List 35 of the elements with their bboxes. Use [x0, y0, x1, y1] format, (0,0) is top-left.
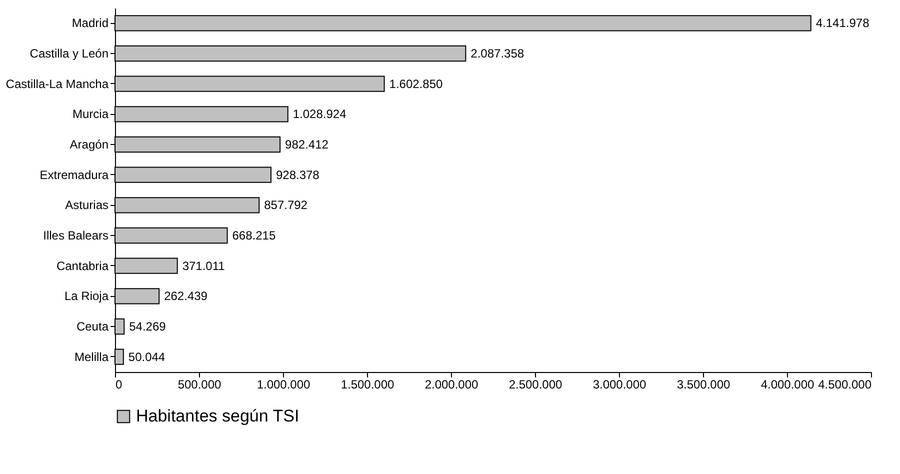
x-tick-label: 3.000.000: [592, 378, 647, 392]
data-label: 2.087.358: [470, 46, 524, 60]
y-tick-label: Castilla y León: [30, 46, 108, 60]
data-label: 371.011: [182, 258, 226, 273]
data-label: 50.044: [128, 350, 166, 364]
y-tick-label: La Rioja: [64, 289, 109, 304]
x-tick-label: 2.500.000: [508, 378, 563, 392]
y-tick-label: Illes Balears: [43, 228, 108, 242]
x-tick-label: 0: [116, 378, 122, 392]
data-label: 1.602.850: [389, 76, 443, 91]
data-label: 54.269: [129, 320, 166, 334]
y-tick-label: Castilla-La Mancha: [6, 76, 109, 91]
x-tick-label: 4.000.000: [760, 378, 815, 392]
x-tick-label: 2.000.000: [424, 378, 479, 392]
data-label: 982.412: [285, 138, 329, 152]
data-label: 262.439: [164, 289, 208, 304]
y-tick-label: Aragón: [70, 138, 108, 152]
y-tick-label: Murcia: [72, 107, 109, 122]
data-label: 668.215: [232, 228, 276, 242]
x-tick-label: 4.500.000: [818, 378, 872, 392]
legend-label: Habitantes según TSI: [136, 406, 300, 426]
y-tick-label: Ceuta: [76, 320, 109, 334]
data-label: 4.141.978: [816, 16, 870, 30]
data-label: 928.378: [276, 168, 320, 182]
x-tick-label: 3.500.000: [676, 378, 731, 392]
y-tick-label: Cantabria: [56, 258, 109, 273]
y-tick-label: Extremadura: [40, 168, 109, 182]
data-label: 857.792: [264, 198, 308, 212]
data-label: 1.028.924: [292, 107, 347, 122]
y-tick-label: Melilla: [74, 350, 109, 364]
x-tick-label: 500.000: [178, 378, 222, 392]
y-tick-label: Asturias: [65, 198, 108, 212]
y-tick-label: Madrid: [72, 16, 108, 30]
x-tick-label: 1.500.000: [340, 378, 395, 392]
x-tick-label: 1.000.000: [256, 378, 311, 392]
